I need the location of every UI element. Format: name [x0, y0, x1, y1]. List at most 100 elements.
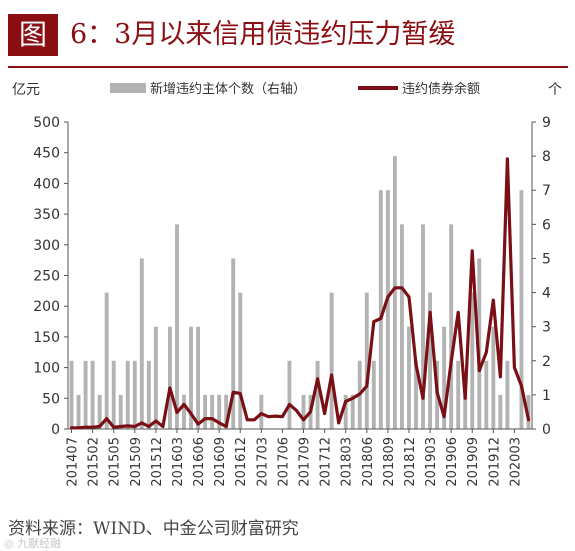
- line-point: [443, 416, 445, 418]
- line-point: [520, 385, 523, 387]
- right-tick-label: 1: [542, 388, 551, 404]
- line-point: [422, 397, 424, 399]
- chart-title: 6：3月以来信用债违约压力暂缓: [70, 19, 456, 50]
- line-point: [485, 351, 487, 353]
- x-tick-label: 201505: [108, 437, 123, 487]
- x-tick-label: 201806: [361, 437, 376, 487]
- left-tick-label: 350: [33, 207, 60, 223]
- bar-new-defaults: [470, 292, 475, 429]
- line-point: [211, 417, 213, 420]
- bar-new-defaults: [329, 292, 334, 429]
- right-tick-label: 7: [542, 183, 551, 199]
- bar-new-defaults: [118, 394, 123, 429]
- bar-new-defaults: [498, 394, 503, 429]
- line-point: [246, 419, 248, 421]
- line-point: [359, 393, 361, 395]
- bar-new-defaults: [287, 360, 292, 429]
- x-tick-label: 201509: [129, 437, 144, 487]
- line-point: [527, 419, 530, 421]
- bar-new-defaults: [224, 394, 229, 429]
- bar-new-defaults: [392, 156, 397, 429]
- bar-new-defaults: [484, 360, 489, 429]
- left-tick-label: 250: [33, 269, 60, 285]
- bar-new-defaults: [146, 360, 151, 429]
- line-point: [499, 376, 501, 378]
- bar-new-defaults: [421, 224, 425, 429]
- bar-new-defaults: [139, 258, 144, 429]
- watermark: ◎ 九獸经融: [4, 537, 62, 550]
- line-point: [190, 413, 192, 415]
- line-point: [70, 427, 73, 429]
- bar-new-defaults: [182, 394, 186, 429]
- line-default-balance: [69, 157, 531, 430]
- line-point: [148, 425, 150, 428]
- right-tick-label: 9: [542, 115, 551, 131]
- line-point: [274, 415, 276, 417]
- bar-new-defaults: [69, 360, 74, 429]
- line-point: [169, 387, 171, 389]
- line-point: [176, 411, 178, 414]
- line-point: [338, 422, 340, 424]
- line-point: [492, 299, 494, 301]
- line-point: [302, 419, 305, 421]
- x-tick-label: 201803: [340, 437, 355, 487]
- right-axis-unit: 个: [548, 82, 562, 98]
- bar-new-defaults: [168, 326, 172, 429]
- left-tick-label: 500: [33, 115, 60, 131]
- line-point: [120, 425, 122, 428]
- left-tick-label: 50: [42, 391, 60, 407]
- bar-new-defaults: [259, 394, 264, 429]
- x-tick-label: 201603: [171, 437, 186, 487]
- x-tick-label: 201712: [319, 437, 334, 487]
- x-tick-label: 201703: [255, 437, 270, 487]
- bar-new-defaults: [231, 258, 236, 429]
- x-tick-label: 201609: [213, 437, 228, 487]
- bar-new-defaults: [442, 326, 447, 429]
- figure-badge: 图: [8, 14, 58, 56]
- right-tick-label: 8: [542, 149, 551, 165]
- x-tick-label: 201903: [424, 437, 439, 487]
- line-point: [155, 420, 157, 422]
- line-point: [450, 360, 452, 363]
- bar-new-defaults: [125, 360, 130, 429]
- line-point: [352, 397, 354, 399]
- x-tick-label: 201709: [298, 437, 313, 487]
- bar-new-defaults: [449, 224, 454, 429]
- bar-new-defaults: [519, 190, 524, 429]
- line-point: [324, 413, 326, 415]
- line-point: [345, 400, 347, 402]
- bar-new-defaults: [315, 360, 320, 429]
- right-tick-label: 5: [542, 251, 551, 267]
- bar-new-defaults: [196, 326, 200, 429]
- source-note: 资料来源：WIND、中金公司财富研究: [8, 519, 299, 539]
- line-point: [218, 422, 220, 424]
- title-divider: [8, 66, 568, 68]
- line-point: [309, 411, 312, 413]
- x-tick-label: 202003: [508, 437, 523, 487]
- bar-new-defaults: [456, 360, 461, 429]
- line-point: [77, 427, 80, 429]
- bar-new-defaults: [153, 326, 158, 429]
- line-point: [239, 392, 241, 394]
- line-point: [260, 413, 262, 415]
- line-point: [415, 363, 417, 366]
- bar-new-defaults: [364, 292, 369, 429]
- line-point: [127, 425, 129, 427]
- bar-new-defaults: [505, 360, 510, 429]
- bar-new-defaults: [76, 394, 81, 429]
- line-point: [464, 397, 466, 399]
- line-point: [373, 320, 375, 323]
- bar-new-defaults: [238, 292, 243, 429]
- line-point: [331, 374, 333, 376]
- line-point: [183, 403, 185, 406]
- line-point: [429, 311, 431, 313]
- bar-new-defaults: [371, 360, 376, 429]
- bar-new-defaults: [414, 360, 418, 429]
- bar-new-defaults: [407, 326, 411, 429]
- left-tick-label: 100: [33, 361, 60, 377]
- line-point: [141, 422, 143, 424]
- legend-bar-swatch: [110, 83, 146, 93]
- left-axis-unit: 亿元: [12, 82, 40, 98]
- x-tick-label: 201606: [192, 437, 207, 487]
